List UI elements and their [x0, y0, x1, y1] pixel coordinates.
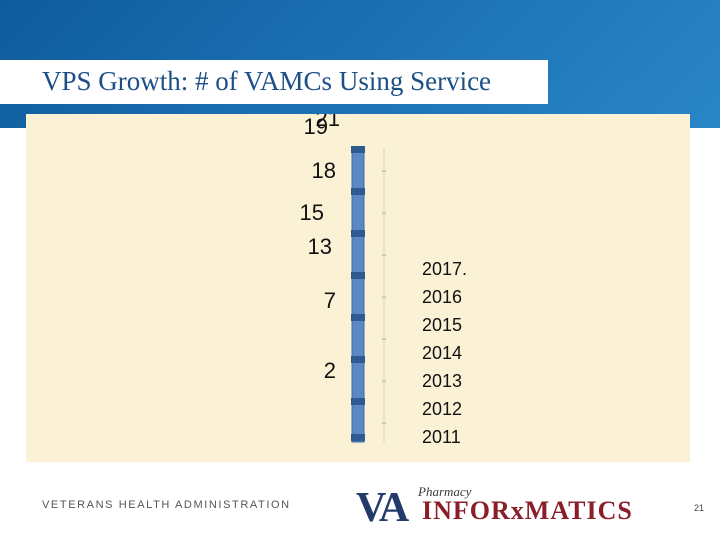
- category-label-3: 2015: [422, 315, 462, 335]
- footer-text: VETERANS HEALTH ADMINISTRATION: [42, 499, 291, 511]
- category-label-1: 2017.: [422, 259, 467, 279]
- bar-segment-6: [351, 356, 365, 363]
- category-label-2: 2016: [422, 287, 462, 307]
- slide-title: VPS Growth: # of VAMCs Using Service: [42, 66, 492, 96]
- chart-panel: 2017. 2016 2015 2014 2013 2012 2011 21 19 18 15 13 7…: [26, 114, 690, 462]
- va-pharmacy-informatics-logo: VA Pharmacy INFORxMATICS: [356, 484, 633, 532]
- data-label-5: 13: [308, 234, 332, 259]
- logo-pharmacy-text: Pharmacy: [418, 484, 472, 499]
- category-label-4: 2014: [422, 343, 462, 363]
- bar-segment-7: [351, 398, 365, 405]
- title-strip: [0, 60, 548, 104]
- data-label-7: 2: [324, 358, 336, 383]
- data-label-4: 15: [300, 200, 324, 225]
- data-label-1: 21: [316, 114, 340, 131]
- bar-segment-5: [351, 314, 365, 321]
- category-label-7: 2011: [422, 427, 461, 447]
- logo-informatics-text: INFORxMATICS: [422, 496, 633, 525]
- bar-segment-end: [351, 434, 365, 441]
- bar-segment-4: [351, 272, 365, 279]
- bar-segment-3: [351, 230, 365, 237]
- page-number: 21: [694, 503, 705, 513]
- bar-segment-1: [351, 146, 365, 153]
- bar-segment-2: [351, 188, 365, 195]
- category-label-5: 2013: [422, 371, 462, 391]
- logo-va-text: VA: [356, 485, 409, 531]
- data-label-6: 7: [324, 288, 336, 313]
- data-label-3: 18: [312, 158, 336, 183]
- data-label-2: 19: [304, 114, 328, 139]
- category-label-6: 2012: [422, 399, 462, 419]
